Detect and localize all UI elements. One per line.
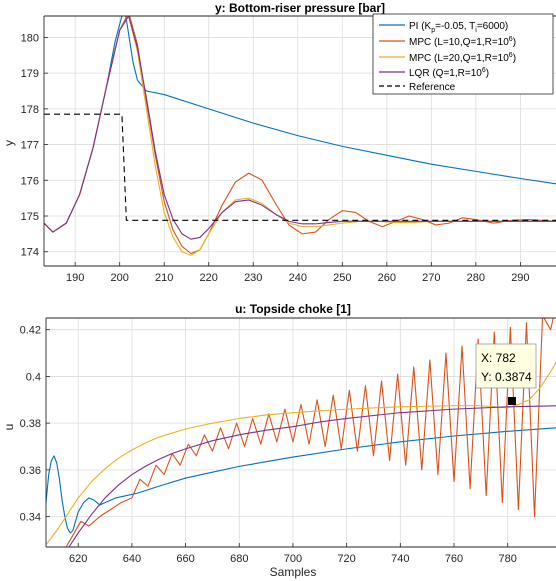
choke-axes-frame bbox=[45, 317, 556, 548]
choke-y-tick-label: 0.36 bbox=[20, 465, 41, 477]
pressure-y-tick-label: 177 bbox=[21, 140, 39, 152]
pressure-x-tick-label: 250 bbox=[333, 272, 351, 284]
pressure-tick-labels: 190 200 210 220 230 240 250 260 270 280 290 174 175 1… bbox=[21, 32, 530, 284]
pressure-x-tick-label: 220 bbox=[200, 272, 218, 284]
pressure-series-mpc-l-10-q-1-r-10-6 bbox=[44, 16, 556, 255]
choke-axes: u: Topside choke [1] 620 640 660 680 700 720 7… bbox=[2, 302, 556, 579]
pressure-x-tick-label: 210 bbox=[155, 272, 173, 284]
choke-x-tick-label: 620 bbox=[69, 553, 87, 565]
choke-x-tick-label: 660 bbox=[176, 553, 194, 565]
legend-label-mpc-l20: MPC (L=20,Q=1,R=106) bbox=[409, 52, 516, 64]
pressure-x-tick-label: 190 bbox=[66, 272, 84, 284]
choke-series-mpc-l-20-q-1-r-10-6 bbox=[46, 362, 556, 545]
pressure-x-tick-label: 200 bbox=[111, 272, 129, 284]
pressure-axes: y: Bottom-riser pressure [bar] 190 200 210… bbox=[2, 1, 556, 284]
choke-x-axis-label: Samples bbox=[270, 565, 317, 579]
legend-label-mpc-l10: MPC (L=10,Q=1,R=106) bbox=[409, 36, 516, 48]
legend-box bbox=[372, 13, 554, 95]
pressure-x-tick-label: 240 bbox=[289, 272, 307, 284]
pressure-y-tick-label: 179 bbox=[21, 68, 39, 80]
datatip-y-label: Y: 0.3874 bbox=[481, 370, 532, 384]
pressure-y-tick-label: 178 bbox=[21, 104, 39, 116]
datatip-box[interactable] bbox=[475, 343, 537, 389]
choke-plot-area bbox=[46, 318, 556, 547]
legend-entry-reference: Reference bbox=[379, 82, 456, 93]
choke-grid bbox=[46, 318, 556, 547]
pressure-x-tick-label: 290 bbox=[511, 272, 529, 284]
datatip-marker[interactable] bbox=[508, 397, 516, 405]
datatip[interactable]: X: 782 Y: 0.3874 bbox=[475, 343, 537, 405]
pressure-x-tick-label: 230 bbox=[244, 272, 262, 284]
choke-y-tick-label: 0.42 bbox=[20, 325, 41, 337]
choke-x-tick-label: 680 bbox=[230, 553, 248, 565]
pressure-y-tick-label: 180 bbox=[21, 32, 39, 44]
pressure-x-tick-label: 260 bbox=[378, 272, 396, 284]
legend-entry-mpc-l20: MPC (L=20,Q=1,R=106) bbox=[379, 52, 516, 64]
legend-entry-mpc-l10: MPC (L=10,Q=1,R=106) bbox=[379, 36, 516, 48]
datatip-x-label: X: 782 bbox=[481, 351, 516, 365]
choke-y-tick-label: 0.4 bbox=[26, 371, 41, 383]
pressure-series-lqr-q-1-r-10-6 bbox=[44, 16, 556, 240]
choke-y-tick-label: 0.34 bbox=[20, 512, 41, 524]
pressure-x-tick-label: 280 bbox=[467, 272, 485, 284]
choke-series-lqr-q-1-r-10-6 bbox=[68, 405, 556, 547]
legend-entry-pi: PI (Kp=-0.05, Ti=6000) bbox=[379, 21, 508, 34]
pressure-series-reference bbox=[44, 113, 556, 221]
pressure-plot-area bbox=[44, 16, 556, 256]
legend-label-lqr: LQR (Q=1,R=106) bbox=[409, 67, 489, 79]
choke-y-tick-label: 0.38 bbox=[20, 418, 41, 430]
choke-y-axis-label: u bbox=[2, 424, 16, 431]
pressure-y-tick-label: 176 bbox=[21, 175, 39, 187]
choke-x-tick-label: 700 bbox=[284, 553, 302, 565]
pressure-x-tick-label: 270 bbox=[422, 272, 440, 284]
choke-x-tick-label: 640 bbox=[123, 553, 141, 565]
choke-x-tick-label: 780 bbox=[499, 553, 517, 565]
pressure-legend: PI (Kp=-0.05, Ti=6000) MPC (L=10,Q=1,R=1… bbox=[372, 13, 554, 95]
pressure-y-tick-label: 174 bbox=[21, 247, 39, 259]
legend-entry-lqr: LQR (Q=1,R=106) bbox=[379, 67, 489, 79]
choke-x-tick-label: 720 bbox=[337, 553, 355, 565]
choke-x-tick-label: 740 bbox=[391, 553, 409, 565]
pressure-y-axis-label: y bbox=[2, 140, 16, 146]
choke-tick-labels: 620 640 660 680 700 720 740 760 780 0.34 0.36 0.38 0… bbox=[20, 325, 517, 565]
choke-x-tick-label: 760 bbox=[445, 553, 463, 565]
legend-label-pi: PI (Kp=-0.05, Ti=6000) bbox=[409, 21, 508, 34]
choke-chart-title: u: Topside choke [1] bbox=[235, 302, 351, 316]
legend-label-reference: Reference bbox=[409, 82, 456, 93]
pressure-chart-title: y: Bottom-riser pressure [bar] bbox=[215, 1, 385, 15]
pressure-y-tick-label: 175 bbox=[21, 211, 39, 223]
